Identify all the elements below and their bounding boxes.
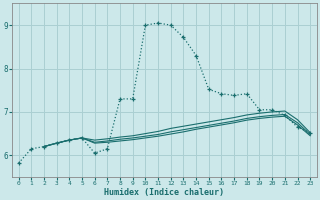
X-axis label: Humidex (Indice chaleur): Humidex (Indice chaleur) — [104, 188, 224, 197]
